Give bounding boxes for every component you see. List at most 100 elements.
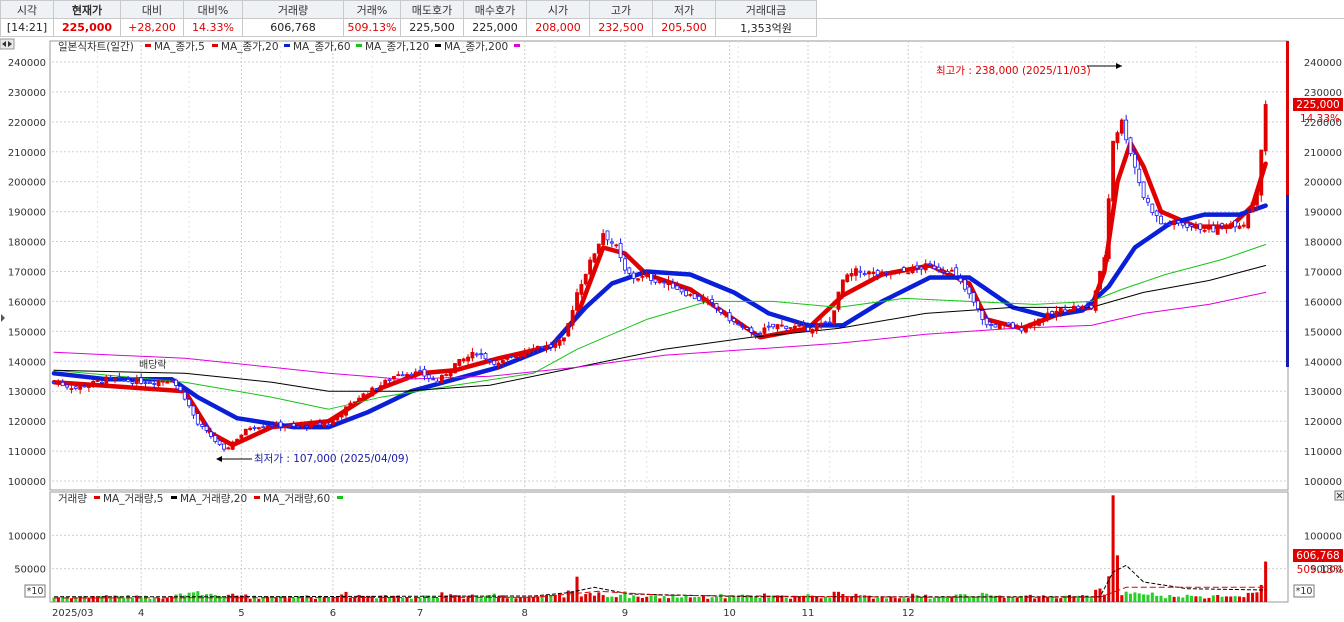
candle-body — [741, 327, 744, 328]
volume-bar — [528, 597, 531, 602]
candle-body — [545, 346, 548, 349]
candle-body — [868, 272, 871, 274]
price-tick-left: 200000 — [8, 178, 46, 189]
candle-body — [776, 324, 779, 328]
candle-body — [950, 270, 953, 271]
candle-body — [1216, 226, 1219, 234]
vol-legend-swatch-4 — [337, 496, 343, 499]
candle-body — [218, 441, 221, 445]
volume-bar — [785, 598, 788, 602]
volume-bar — [366, 597, 369, 602]
candle-body — [188, 399, 191, 405]
volume-bar — [514, 598, 517, 602]
quote-header-row: 시각 현재가 대비 대비% 거래량 거래% 매도호가 매수호가 시가 고가 저가… — [1, 1, 1344, 19]
candle-body — [645, 275, 648, 276]
x-axis-label: 10 — [723, 608, 736, 619]
volume-bar — [244, 594, 247, 602]
candle-body — [597, 244, 600, 253]
volume-bar — [419, 598, 422, 602]
candle-body — [637, 279, 640, 280]
candle-body — [1155, 211, 1158, 216]
volume-bar — [1212, 595, 1215, 602]
candle-body — [70, 389, 73, 390]
price-tick-left: 180000 — [8, 238, 46, 249]
candle-body — [1085, 306, 1088, 307]
volume-bar — [1103, 595, 1106, 602]
volume-bar — [575, 577, 578, 602]
candle-body — [737, 324, 740, 325]
candle-body — [1138, 169, 1141, 182]
header-filler — [817, 1, 1344, 19]
candle-body — [427, 375, 430, 378]
candle-body — [222, 444, 225, 449]
vol-legend-swatch-2 — [171, 496, 177, 499]
volume-pane[interactable] — [50, 492, 1288, 602]
volume-bar — [820, 598, 823, 602]
candle-body — [990, 324, 993, 325]
volume-bar — [863, 595, 866, 602]
value-volume-pct: 509.13% — [344, 19, 401, 37]
volume-bar — [828, 598, 831, 602]
volume-bar — [1225, 596, 1228, 602]
candle-body — [1173, 221, 1176, 225]
side-handle-arrow-icon — [1, 314, 5, 322]
volume-bar — [789, 599, 792, 602]
volume-bar — [406, 598, 409, 602]
candle-body — [283, 427, 286, 428]
candle-body — [1221, 224, 1224, 226]
price-tick-left: 190000 — [8, 208, 46, 219]
volume-bar — [1099, 588, 1102, 602]
candle-body — [1003, 323, 1006, 324]
candle-body — [1151, 204, 1154, 212]
volume-bar — [392, 596, 395, 602]
volume-bar — [676, 598, 679, 602]
quote-table: 시각 현재가 대비 대비% 거래량 거래% 매도호가 매수호가 시가 고가 저가… — [0, 0, 1344, 37]
volume-bar — [1155, 596, 1158, 602]
candle-body — [610, 242, 613, 243]
volume-bar — [597, 592, 600, 602]
candle-body — [650, 274, 653, 281]
legend-ma20: MA_종가,20 — [221, 41, 279, 53]
volume-bar — [584, 594, 587, 602]
volume-bar — [519, 597, 522, 602]
candle-body — [214, 436, 217, 442]
price-tick-left: 130000 — [8, 387, 46, 398]
candle-body — [820, 323, 823, 324]
volume-bar — [1234, 596, 1237, 602]
candle-body — [445, 375, 448, 376]
volume-bar — [680, 597, 683, 602]
candle-body — [471, 352, 474, 358]
volume-bar — [1059, 598, 1062, 602]
side-handle[interactable] — [1, 314, 5, 322]
high-price-annotation: 최고가 : 238,000 (2025/11/03) — [936, 65, 1091, 77]
candle-body — [297, 426, 300, 427]
candle-body — [161, 381, 164, 382]
volume-legend-title: 거래량 — [58, 493, 87, 505]
candle-body — [580, 284, 583, 294]
volume-bar — [1264, 562, 1267, 602]
candle-body — [955, 268, 958, 276]
volume-bar — [327, 598, 330, 602]
volume-bar — [279, 596, 282, 602]
volume-bar — [632, 595, 635, 602]
candle-body — [166, 381, 169, 383]
scroll-arrows-button[interactable] — [0, 39, 14, 49]
volume-bar — [257, 599, 260, 602]
candle-body — [79, 386, 82, 389]
price-pane[interactable] — [50, 41, 1288, 490]
volume-bar — [1055, 598, 1058, 602]
volume-bar — [881, 597, 884, 602]
candle-body — [698, 296, 701, 300]
volume-bar — [214, 595, 217, 602]
volume-bar — [580, 596, 583, 602]
header-trade-value: 거래대금 — [716, 1, 817, 19]
volume-bar — [1229, 597, 1232, 602]
candle-body — [432, 379, 435, 380]
candle-body — [257, 428, 260, 429]
candle-body — [262, 427, 265, 428]
volume-pane-close-button[interactable] — [1335, 491, 1344, 500]
candle-body — [872, 272, 875, 274]
candle-body — [131, 382, 134, 384]
